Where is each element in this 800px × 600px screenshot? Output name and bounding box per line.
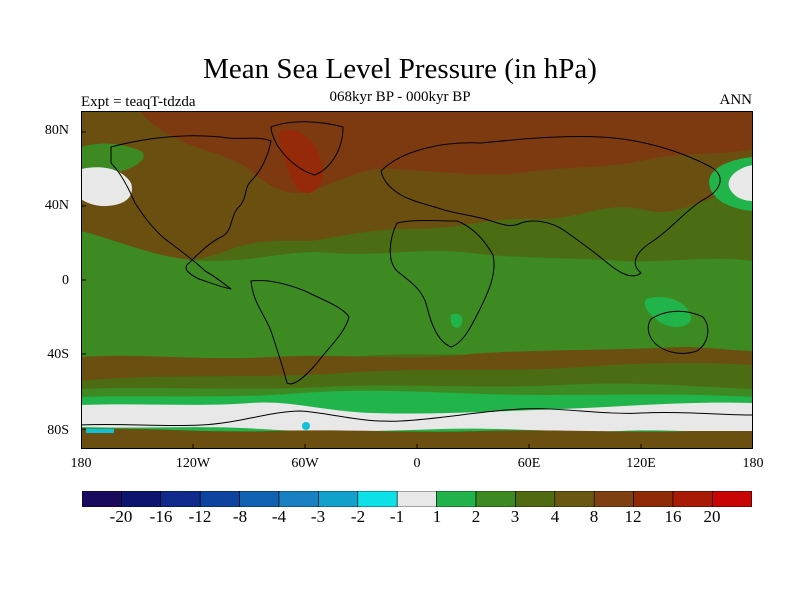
- field-cyan-streak: [86, 429, 114, 433]
- colorbar-label: 8: [589, 507, 599, 526]
- colorbar-label: 1: [432, 507, 442, 526]
- colorbar-label: -4: [271, 507, 287, 526]
- field-antarctic-brown: [81, 428, 753, 449]
- coastlines: [81, 121, 753, 427]
- colorbar-box: [672, 491, 713, 507]
- colorbar-box: [436, 491, 477, 507]
- field-africa-green: [450, 313, 463, 328]
- lon-tick-label: 120W: [175, 456, 211, 471]
- colorbar-box: [160, 491, 201, 507]
- colorbar-label: 20: [703, 507, 721, 526]
- field-ne-pacific-white: [728, 165, 753, 201]
- pressure-anomaly-map: [81, 111, 753, 449]
- colorbar-label: -12: [188, 507, 212, 526]
- colorbar-box: [554, 491, 595, 507]
- colorbar-box: [593, 491, 634, 507]
- colorbar-label: 16: [664, 507, 682, 526]
- field-tropical-green: [81, 231, 753, 360]
- coast-greenland: [270, 121, 344, 176]
- colorbar-box: [712, 491, 752, 507]
- experiment-label: Expt = teaqT-tdzda: [81, 94, 196, 110]
- lon-tick-label: 180: [70, 456, 92, 471]
- lat-tick-label: 80N: [44, 123, 69, 138]
- coast-antarctica: [81, 408, 753, 427]
- coast-north-america: [110, 135, 272, 290]
- lon-tick-label: 180: [742, 456, 764, 471]
- colorbar-box: [278, 491, 319, 507]
- lat-tick-label: 40N: [44, 198, 69, 213]
- colorbar-label: -2: [350, 507, 366, 526]
- colorbar-box: [199, 491, 240, 507]
- lat-tick-label: 80S: [47, 423, 69, 438]
- colorbar-box: [475, 491, 516, 507]
- field-arctic-green: [81, 143, 144, 174]
- field-peak: [278, 129, 324, 194]
- colorbar-box: [82, 491, 122, 507]
- colorbar-label: 2: [471, 507, 481, 526]
- colorbar-label: -16: [149, 507, 173, 526]
- lon-tick-label: 60E: [517, 456, 541, 471]
- colorbar-label: -20: [109, 507, 133, 526]
- colorbar-box: [239, 491, 280, 507]
- field-antarctic-white: [81, 402, 753, 432]
- colorbar-box: [121, 491, 162, 507]
- colorbar-label: 3: [510, 507, 520, 526]
- lon-tick-label: 120E: [626, 456, 656, 471]
- coast-south-america: [250, 280, 350, 385]
- coast-africa: [389, 220, 495, 348]
- lat-tick-label: 0: [62, 273, 69, 288]
- colorbar-label: 12: [624, 507, 642, 526]
- lat-tick-label: 40S: [47, 347, 69, 362]
- field-nw-pacific-white: [81, 167, 132, 207]
- field-cyan-speck: [302, 422, 310, 430]
- colorbar-box: [515, 491, 556, 507]
- colorbar-label: -3: [310, 507, 326, 526]
- map-ticks: [81, 131, 642, 449]
- season-label: ANN: [719, 92, 753, 108]
- colorbar-box: [357, 491, 398, 507]
- lon-tick-label: 60W: [291, 456, 319, 471]
- colorbar-label: -1: [389, 507, 405, 526]
- colorbar-boxes: [82, 491, 752, 507]
- colorbar-box: [633, 491, 674, 507]
- coast-australia: [647, 310, 709, 354]
- colorbar-label: -8: [232, 507, 248, 526]
- colorbar-label: 4: [550, 507, 560, 526]
- map-subtitle: 068kyr BP - 000kyr BP: [329, 89, 471, 105]
- colorbar-box: [396, 491, 437, 507]
- colorbar-box: [318, 491, 359, 507]
- coast-eurasia: [380, 135, 721, 277]
- colorbar: [82, 491, 752, 507]
- map-title: Mean Sea Level Pressure (in hPa): [203, 53, 597, 85]
- lon-tick-label: 0: [413, 456, 421, 471]
